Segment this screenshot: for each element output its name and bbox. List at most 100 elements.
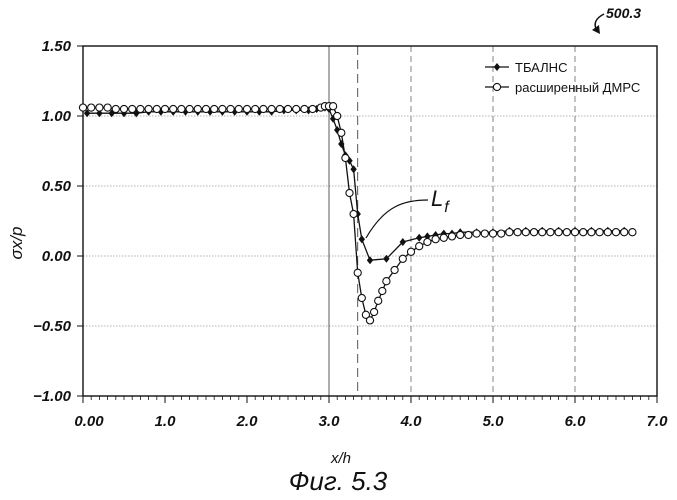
series-2-point [621, 229, 628, 236]
series-2-point [354, 269, 361, 276]
series-2-point [334, 112, 341, 119]
series-2-point [522, 229, 529, 236]
series-2-point [498, 230, 505, 237]
legend-label-2: расширенный ДМРС [515, 80, 640, 95]
x-tick-label: 5.0 [483, 413, 505, 430]
series-2-point [555, 229, 562, 236]
series-2-point [465, 231, 472, 238]
series-2-point [350, 210, 357, 217]
series-2-point [407, 248, 414, 255]
series-2-point [481, 230, 488, 237]
x-tick-label: 1.0 [155, 413, 177, 430]
x-tick-label: 7.0 [647, 413, 669, 430]
series-2-point [268, 105, 275, 112]
reference-number: 500.3 [606, 5, 641, 21]
series-2-point [194, 105, 201, 112]
series-2-point [366, 317, 373, 324]
series-2-point [219, 105, 226, 112]
series-2-point [424, 238, 431, 245]
series-2-point [330, 103, 337, 110]
series-2-point [235, 105, 242, 112]
series-2-point [79, 104, 86, 111]
plot-area: 1.501.000.500.00−0.50−1.000.001.02.03.04… [33, 38, 668, 430]
series-2-point [309, 105, 316, 112]
series-2-point [588, 229, 595, 236]
series-2-point [530, 229, 537, 236]
x-axis-label: x/h [330, 450, 351, 467]
series-2-point [145, 105, 152, 112]
series-2-point [547, 229, 554, 236]
series-2-point [539, 229, 546, 236]
series-2-point [342, 154, 349, 161]
series-2-point [202, 105, 209, 112]
y-tick-label: 0.50 [42, 178, 72, 195]
series-2-point [440, 234, 447, 241]
lf-leader-line [366, 200, 428, 238]
series-2-point [211, 105, 218, 112]
series-2-point [96, 104, 103, 111]
x-tick-label: 3.0 [319, 413, 341, 430]
series-2-point [457, 231, 464, 238]
y-tick-label: 0.00 [42, 248, 72, 265]
series-2-point [301, 105, 308, 112]
series-2-point [506, 229, 513, 236]
series-2-point [260, 105, 267, 112]
series-1-point [350, 165, 356, 173]
series-2-point [580, 229, 587, 236]
legend-marker-1 [494, 63, 500, 71]
series-2-point [596, 229, 603, 236]
series-2-point [379, 287, 386, 294]
series-2-point [571, 229, 578, 236]
series-1-point [367, 256, 373, 264]
series-2-point [120, 105, 127, 112]
series-2-point [473, 230, 480, 237]
series-2-point [293, 105, 300, 112]
y-tick-label: 1.00 [42, 108, 72, 125]
series-2-point [137, 105, 144, 112]
series-2-point [112, 105, 119, 112]
series-2-point [358, 294, 365, 301]
x-tick-label: 2.0 [236, 413, 259, 430]
series-2-point [391, 266, 398, 273]
series-2-point [612, 229, 619, 236]
series-2-point [604, 229, 611, 236]
series-2-point [153, 105, 160, 112]
legend-label-1: ТБАЛНС [515, 60, 567, 75]
series-2-point [129, 105, 136, 112]
series-2-point [399, 255, 406, 262]
series-2-point [88, 104, 95, 111]
legend-marker-2 [493, 83, 500, 90]
series-2-point [448, 233, 455, 240]
figure-caption: Фиг. 5.3 [289, 466, 388, 496]
series-2-point [346, 189, 353, 196]
series-2-point [563, 229, 570, 236]
series-2-point [371, 308, 378, 315]
y-tick-label: −1.00 [33, 388, 72, 405]
y-axis-label: σx/p [7, 227, 26, 260]
x-tick-label: 0.00 [74, 413, 104, 430]
series-2-point [252, 105, 259, 112]
series-2-point [416, 243, 423, 250]
series-2-point [104, 104, 111, 111]
plot-frame [83, 46, 657, 396]
series-2-point [276, 105, 283, 112]
series-1-point [359, 235, 365, 243]
series-2-point [243, 105, 250, 112]
x-tick-label: 4.0 [400, 413, 423, 430]
series-2-point [514, 229, 521, 236]
series-2-point [178, 105, 185, 112]
y-tick-label: −0.50 [33, 318, 72, 335]
x-tick-label: 6.0 [565, 413, 587, 430]
series-2-point [338, 129, 345, 136]
series-2-point [227, 105, 234, 112]
series-2-point [629, 229, 636, 236]
series-1-point [416, 234, 422, 242]
series-2-point [161, 105, 168, 112]
series-2-point [170, 105, 177, 112]
lf-annotation: Lf [431, 186, 450, 216]
series-2-point [383, 278, 390, 285]
series-2-point [375, 297, 382, 304]
series-2-point [186, 105, 193, 112]
series-2-point [489, 230, 496, 237]
